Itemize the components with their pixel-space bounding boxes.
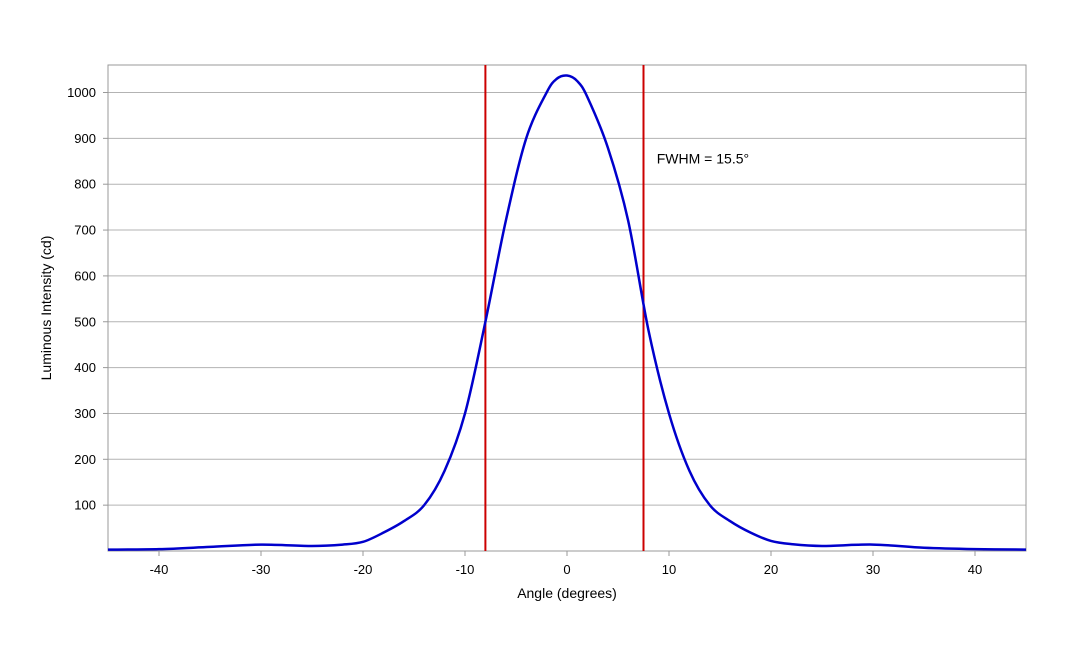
x-tick-label: 30 — [866, 562, 880, 577]
y-tick-label: 300 — [74, 406, 96, 421]
y-axis-label: Luminous Intensity (cd) — [38, 236, 54, 381]
x-tick-label: 20 — [764, 562, 778, 577]
y-tick-label: 1000 — [67, 85, 96, 100]
y-tick-label: 100 — [74, 498, 96, 513]
y-tick-label: 900 — [74, 131, 96, 146]
y-tick-label: 700 — [74, 223, 96, 238]
y-tick-label: 800 — [74, 177, 96, 192]
series-line — [107, 74, 1027, 551]
x-tick-label: -40 — [150, 562, 169, 577]
x-tick-label: -20 — [354, 562, 373, 577]
y-tick-label: 400 — [74, 360, 96, 375]
y-tick-label: 200 — [74, 452, 96, 467]
x-axis-label: Angle (degrees) — [517, 585, 617, 601]
x-tick-label: 10 — [662, 562, 676, 577]
x-tick-label: -10 — [456, 562, 475, 577]
grid-lines — [108, 92, 1026, 506]
x-tick-label: 0 — [563, 562, 570, 577]
annotations: FWHM = 15.5° — [657, 151, 749, 167]
fwhm-annotation: FWHM = 15.5° — [657, 151, 749, 167]
y-tick-label: 600 — [74, 268, 96, 283]
x-tick-label: 40 — [968, 562, 982, 577]
x-tick-label: -30 — [252, 562, 271, 577]
y-tick-label: 500 — [74, 314, 96, 329]
